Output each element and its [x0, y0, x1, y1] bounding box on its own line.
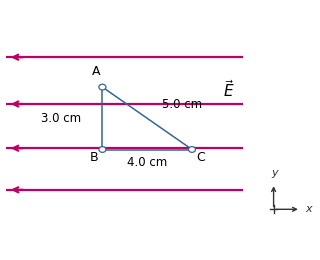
Text: A: A [92, 65, 101, 78]
Circle shape [99, 147, 106, 152]
Text: B: B [89, 151, 98, 164]
Text: $y$: $y$ [271, 168, 280, 180]
Circle shape [99, 84, 106, 90]
Text: 5.0 cm: 5.0 cm [162, 98, 202, 110]
Text: C: C [196, 151, 204, 164]
Text: $x$: $x$ [305, 204, 314, 214]
Text: 4.0 cm: 4.0 cm [127, 156, 168, 169]
Circle shape [188, 147, 196, 152]
Text: $\vec{E}$: $\vec{E}$ [223, 79, 235, 100]
Text: 3.0 cm: 3.0 cm [42, 112, 82, 125]
